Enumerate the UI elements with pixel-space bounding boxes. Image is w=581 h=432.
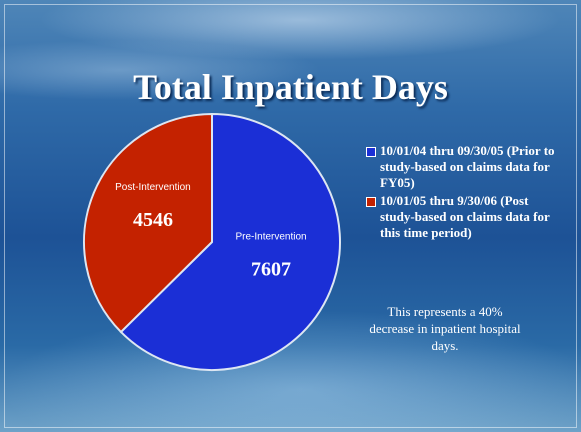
legend: 10/01/04 thru 09/30/05 (Prior to study-b…	[366, 143, 556, 243]
slide: Total Inpatient Days Pre-Intervention760…	[0, 0, 581, 432]
legend-label: 10/01/04 thru 09/30/05 (Prior to study-b…	[380, 143, 556, 191]
value-label: 4546	[133, 209, 173, 231]
legend-item: 10/01/04 thru 09/30/05 (Prior to study-b…	[366, 143, 556, 191]
slice-label: Post-Intervention	[115, 182, 191, 193]
legend-item: 10/01/05 thru 9/30/06 (Post study-based …	[366, 193, 556, 241]
legend-swatch	[366, 197, 376, 207]
value-label: 7607	[251, 258, 291, 280]
legend-swatch	[366, 147, 376, 157]
slice-label: Pre-Intervention	[235, 231, 306, 242]
legend-label: 10/01/05 thru 9/30/06 (Post study-based …	[380, 193, 556, 241]
annotation: This represents a 40% decrease in inpati…	[368, 303, 522, 354]
